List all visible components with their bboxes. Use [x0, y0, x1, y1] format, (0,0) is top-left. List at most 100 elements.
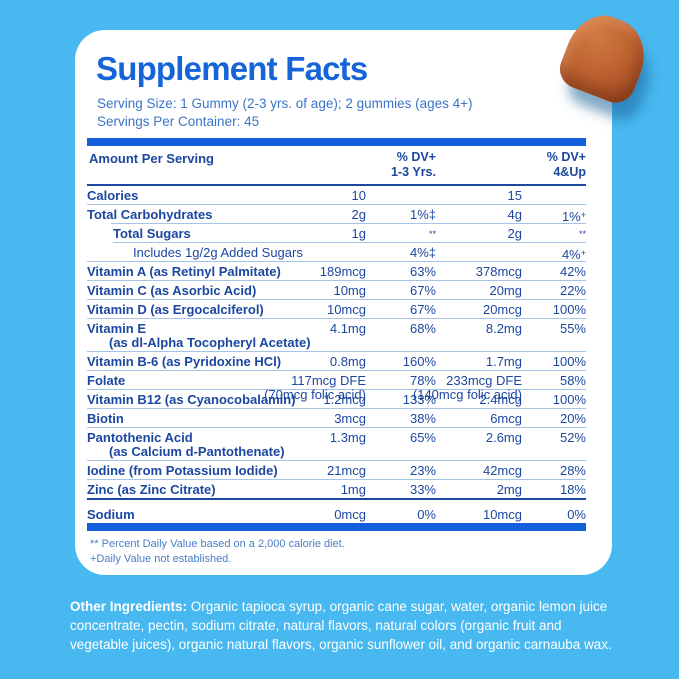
nutrient-pct2: 100%: [552, 302, 586, 317]
nutrient-amt1: 10: [351, 188, 366, 203]
nutrient-amt2: 4g: [507, 207, 522, 222]
column-header-amount: Amount Per Serving: [89, 151, 214, 166]
nutrient-amt2: 2g: [507, 226, 522, 241]
nutrient-pct2: 58%: [559, 373, 586, 388]
nutrient-row: Includes 1g/2g Added Sugars 4%‡ 4%+: [87, 243, 586, 262]
nutrient-row: Vitamin E (as dl-Alpha Tocopheryl Acetate…: [87, 319, 586, 351]
row-separator: [111, 223, 586, 224]
nutrient-amt1: 10mg: [333, 283, 366, 298]
nutrient-amt1: 1mg: [340, 482, 366, 497]
nutrient-pct2: 0%: [567, 507, 586, 522]
nutrient-amt2: 2mg: [496, 482, 522, 497]
nutrient-pct1: 65%: [409, 430, 436, 445]
nutrient-pct2: 55%: [559, 321, 586, 336]
nutrient-amt1: 21mcg: [326, 463, 366, 478]
nutrient-pct2: 28%: [559, 463, 586, 478]
nutrient-amt2: 2.6mg: [485, 430, 522, 445]
nutrient-name: Biotin: [87, 411, 124, 426]
other-ingredients-text: Organic tapioca syrup, organic cane suga…: [70, 599, 612, 652]
nutrient-pct1: 133%: [402, 392, 436, 407]
nutrient-pct1: 23%: [409, 463, 436, 478]
row-separator: [87, 479, 586, 480]
dv2-line2: 4&Up: [553, 165, 586, 179]
nutrient-pct1: 160%: [402, 354, 436, 369]
footnotes: ** Percent Daily Value based on a 2,000 …: [87, 537, 586, 567]
nutrient-pct2: 18%: [559, 482, 586, 497]
nutrient-amt2: 1.7mg: [485, 354, 522, 369]
column-header-dv-1-3yrs: % DV+ 1-3 Yrs.: [391, 150, 436, 180]
nutrient-pct1: **: [428, 229, 436, 239]
nutrient-pct1: 67%: [409, 302, 436, 317]
nutrient-pct2: 22%: [559, 283, 586, 298]
row-separator: [87, 498, 586, 500]
nutrient-amt2: 2.4mcg: [479, 392, 522, 407]
nutrient-pct1: 78%: [409, 373, 436, 388]
row-separator: [87, 408, 586, 409]
nutrient-amt2: 42mcg: [482, 463, 522, 478]
nutrient-name: Zinc (as Zinc Citrate): [87, 482, 216, 497]
nutrient-name: Total Carbohydrates: [87, 207, 213, 222]
nutrient-pct1: 68%: [409, 321, 436, 336]
nutrient-row: Vitamin C (as Asorbic Acid) 10mg 67% 20mg 22…: [87, 281, 586, 299]
row-separator: [87, 280, 586, 281]
nutrient-pct1: 63%: [409, 264, 436, 279]
row-separator: [87, 370, 586, 371]
row-separator: [87, 318, 586, 319]
nutrient-amt1: 1.2mcg: [323, 392, 366, 407]
nutrient-row: Zinc (as Zinc Citrate) 1mg 33% 2mg 18%: [87, 480, 586, 498]
row-separator: [87, 299, 586, 300]
nutrient-row: Pantothenic Acid (as Calcium d-Pantothena…: [87, 428, 586, 460]
nutrient-amt1: 0mcg: [334, 507, 366, 522]
nutrient-pct2: 4%+: [561, 247, 586, 262]
dv1-line2: 1-3 Yrs.: [391, 165, 436, 179]
row-separator: [87, 351, 586, 352]
nutrient-pct1: 33%: [409, 482, 436, 497]
nutrient-row: Iodine (from Potassium Iodide) 21mcg 23% 42…: [87, 461, 586, 479]
nutrient-amt1: 1.3mg: [329, 430, 366, 445]
nutrient-pct1: 4%‡: [409, 245, 436, 260]
nutrient-amt2: 20mg: [489, 283, 522, 298]
nutrient-name-line2: (as Calcium d-Pantothenate): [109, 444, 285, 459]
row-separator: [87, 460, 586, 461]
nutrient-name: Vitamin C (as Asorbic Acid): [87, 283, 257, 298]
nutrient-pct2: 52%: [559, 430, 586, 445]
nutrient-name: Sodium: [87, 507, 135, 522]
nutrient-amt2: 20mcg: [482, 302, 522, 317]
nutrient-row: Folate 117mcg DFE (70mcg folic acid) 78% 233…: [87, 371, 586, 402]
nutrient-amt2: 233mcg DFE (140mcg folic acid): [412, 373, 522, 402]
nutrient-row: Total Carbohydrates 2g 1%‡ 4g 1%+: [87, 205, 586, 224]
nutrient-table-rows: Calories 10 15 Total Carbohydrates 2g 1%‡ 4g 1%…: [87, 186, 586, 523]
nutrient-name: Vitamin B12 (as Cyanocobalamin): [87, 392, 296, 407]
nutrient-row: Vitamin A (as Retinyl Palmitate) 189mcg 63…: [87, 262, 586, 280]
nutrient-name: Iodine (from Potassium Iodide): [87, 463, 278, 478]
nutrient-row: Sodium 0mcg 0% 10mcg 0%: [87, 500, 586, 523]
table-bottom-bar: [87, 523, 586, 531]
dv1-line1: % DV+: [396, 150, 436, 164]
nutrient-table: Amount Per Serving % DV+ 1-3 Yrs. % DV+ 4&…: [87, 138, 586, 567]
nutrient-name: Pantothenic Acid: [87, 430, 193, 445]
nutrient-pct2: **: [578, 229, 586, 239]
column-header-dv-4up: % DV+ 4&Up: [547, 150, 586, 180]
nutrient-name-line2: (as dl-Alpha Tocopheryl Acetate): [109, 335, 311, 350]
nutrient-pct2: 42%: [559, 264, 586, 279]
nutrient-amt2: 8.2mg: [485, 321, 522, 336]
table-header-row: Amount Per Serving % DV+ 1-3 Yrs. % DV+ 4&…: [87, 146, 586, 186]
other-ingredients-paragraph: Other Ingredients: Organic tapioca syrup…: [70, 597, 618, 654]
nutrient-name: Total Sugars: [113, 226, 191, 241]
nutrient-pct2: 100%: [552, 354, 586, 369]
nutrient-pct2: 20%: [559, 411, 586, 426]
nutrient-amt1: 4.1mg: [329, 321, 366, 336]
nutrient-name: Vitamin E: [87, 321, 147, 336]
nutrient-pct1: 0%: [417, 507, 436, 522]
table-top-bar: [87, 138, 586, 146]
other-ingredients-label: Other Ingredients:: [70, 599, 188, 614]
row-separator: [113, 242, 586, 243]
page-title: Supplement Facts: [96, 50, 368, 87]
serving-size-text: Serving Size: 1 Gummy (2-3 yrs. of age);…: [97, 96, 473, 111]
row-separator: [87, 427, 586, 428]
nutrient-amt1: 2g: [351, 207, 366, 222]
nutrient-amt1: 189mcg: [319, 264, 366, 279]
nutrient-pct2: 1%+: [561, 209, 586, 224]
nutrient-row: Vitamin D (as Ergocalciferol) 10mcg 67% 20m…: [87, 300, 586, 318]
nutrient-amt2: 10mcg: [482, 507, 522, 522]
